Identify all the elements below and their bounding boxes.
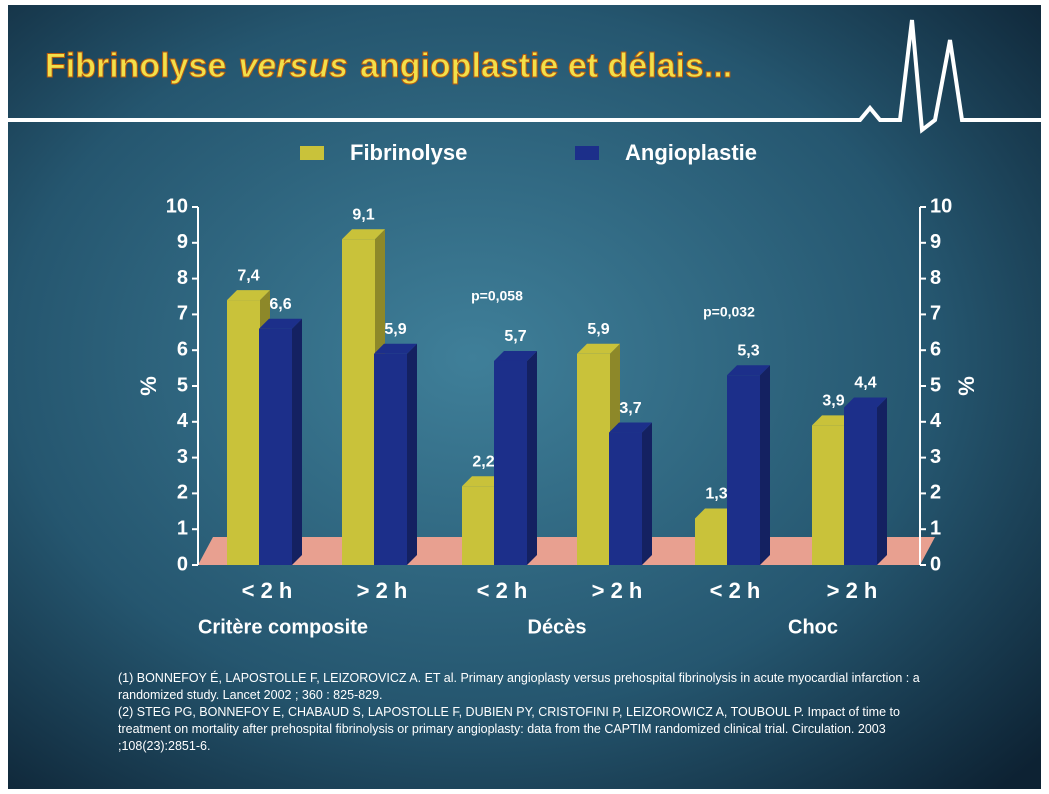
bar [812,425,845,565]
value-label: 4,4 [854,375,876,392]
y-tick-label: 7 [177,303,188,325]
annotation: p=0,058 [471,288,523,304]
bar [462,486,495,565]
y-tick-label: 10 [166,195,188,217]
title-part: Fibrinolyse [45,47,226,85]
y-axis-label: % [136,376,161,396]
y2-tick-label: 5 [930,374,941,396]
x-tick-label: > 2 h [592,578,643,603]
value-label: 5,3 [737,342,759,359]
value-label: 3,9 [822,393,844,410]
bar [227,300,260,565]
group-label: Critère composite [198,616,368,638]
legend-swatch [300,146,324,160]
y2-tick-label: 3 [930,446,941,468]
x-tick-label: < 2 h [477,578,528,603]
title-part: angioplastie et délais... [360,47,732,85]
legend-swatch [575,146,599,160]
chart-title: Fibrinolyse versus angioplastie et délais.… [45,47,732,85]
y-tick-label: 1 [177,517,188,539]
bar-top [227,290,270,301]
value-label: 5,9 [587,321,609,338]
value-label: 6,6 [269,296,291,313]
bar [727,375,760,565]
bar-top [374,343,417,354]
bar-top [844,397,887,408]
y2-axis-label: % [954,376,979,396]
y-tick-label: 9 [177,231,188,253]
bar-side [292,318,302,565]
y2-tick-label: 6 [930,338,941,360]
references: (1) BONNEFOY É, LAPOSTOLLE F, LEIZOROVIC… [118,670,948,755]
y-tick-label: 0 [177,553,188,575]
bar-top [342,229,385,240]
x-tick-label: < 2 h [242,578,293,603]
x-tick-label: > 2 h [827,578,878,603]
y2-tick-label: 2 [930,482,941,504]
y2-tick-label: 7 [930,303,941,325]
x-tick-label: > 2 h [357,578,408,603]
y2-tick-label: 10 [930,195,952,217]
y-tick-label: 5 [177,374,188,396]
value-label: 1,3 [705,486,727,503]
bar [342,239,375,565]
bar-top [494,350,537,361]
legend-label: Fibrinolyse [350,140,467,165]
bar-side [407,343,417,565]
title-part: versus [238,47,348,85]
reference: (2) STEG PG, BONNEFOY E, CHABAUD S, LAPO… [118,705,900,753]
annotation: p=0,032 [703,304,755,320]
y2-tick-label: 8 [930,267,941,289]
bar [494,360,527,565]
y-tick-label: 8 [177,267,188,289]
reference: (1) BONNEFOY É, LAPOSTOLLE F, LEIZOROVIC… [118,671,920,702]
value-label: 9,1 [352,206,374,223]
y-tick-label: 2 [177,482,188,504]
value-label: 5,7 [504,328,526,345]
value-label: 3,7 [619,400,641,417]
bar-top [727,365,770,376]
value-label: 2,2 [472,453,494,470]
bar-side [527,350,537,565]
group-label: Choc [788,616,838,638]
bar [844,407,877,565]
bar-top [259,318,302,329]
bar-side [642,422,652,565]
bar [695,518,728,565]
ecg-line [8,19,1041,134]
bar-top [609,422,652,433]
y2-tick-label: 4 [930,410,942,432]
bar [577,353,610,565]
bar-side [877,397,887,565]
y2-tick-label: 1 [930,517,941,539]
group-label: Décès [528,616,587,638]
value-label: 5,9 [384,321,406,338]
bar [374,353,407,565]
bar-top [577,343,620,354]
value-label: 7,4 [237,267,259,284]
bar [609,432,642,565]
legend-label: Angioplastie [625,140,757,165]
bar-side [760,365,770,565]
bar [259,328,292,565]
y2-tick-label: 0 [930,553,941,575]
y-tick-label: 3 [177,446,188,468]
y2-tick-label: 9 [930,231,941,253]
y-tick-label: 4 [177,410,189,432]
y-tick-label: 6 [177,338,188,360]
x-tick-label: < 2 h [710,578,761,603]
